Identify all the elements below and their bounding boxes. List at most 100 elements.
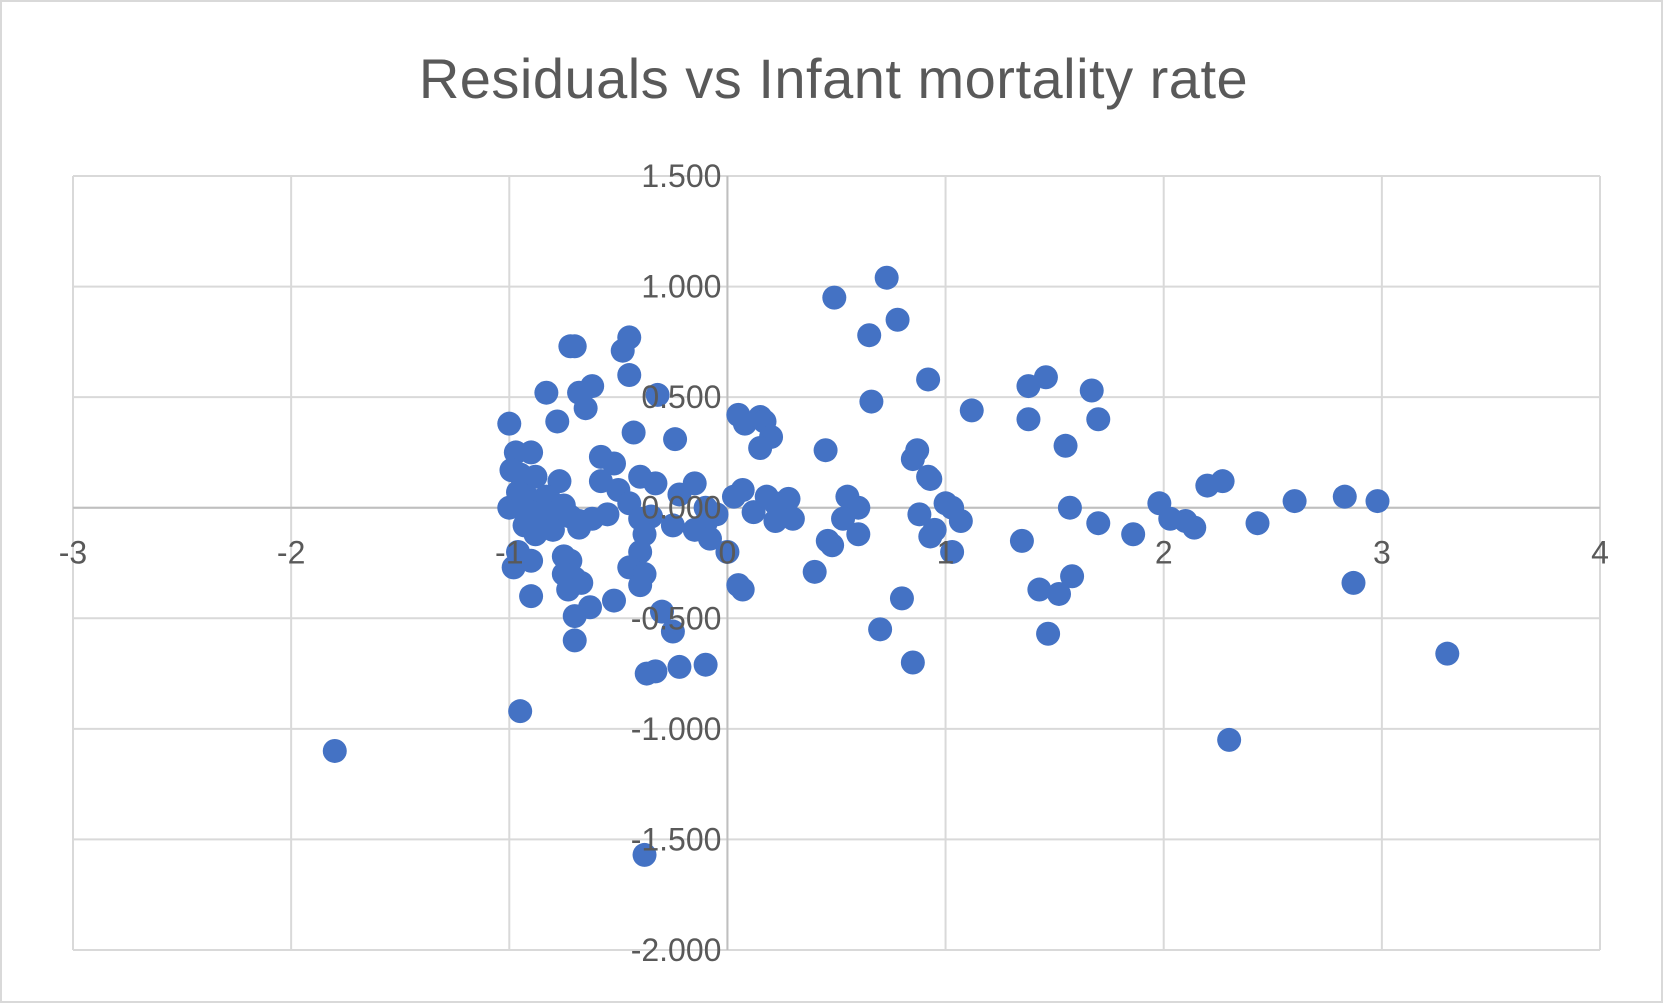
data-point (595, 502, 620, 527)
data-points (322, 265, 1460, 867)
chart-title: Residuals vs Infant mortality rate (418, 47, 1249, 110)
data-point (1047, 581, 1072, 606)
data-point (780, 506, 805, 531)
data-point (900, 650, 925, 675)
data-point (1016, 407, 1041, 432)
data-point (322, 738, 347, 763)
x-tick-label: 3 (1373, 535, 1391, 571)
y-tick-label: 0.500 (641, 379, 721, 415)
data-point (907, 502, 932, 527)
data-point (1086, 511, 1111, 536)
x-tick-label: -2 (277, 535, 305, 571)
data-point (1217, 727, 1242, 752)
data-point (540, 517, 565, 542)
data-point (697, 526, 722, 551)
y-tick-label: -2.000 (631, 932, 722, 968)
data-point (1121, 522, 1146, 547)
data-point (916, 367, 941, 392)
data-point (730, 478, 755, 503)
data-point (501, 555, 526, 580)
data-point (730, 577, 755, 602)
data-point (519, 440, 544, 465)
data-point (715, 539, 740, 564)
data-point (649, 599, 674, 624)
data-point (889, 586, 914, 611)
data-point (802, 559, 827, 584)
data-point (693, 652, 718, 677)
data-point (573, 396, 598, 421)
data-point (545, 409, 570, 434)
x-tick-label: 1 (937, 535, 955, 571)
data-point (1009, 528, 1034, 553)
data-point (645, 382, 670, 407)
y-tick-label: 1.000 (641, 269, 721, 305)
data-point (562, 628, 587, 653)
data-point (1079, 378, 1104, 403)
data-point (822, 285, 847, 310)
data-point (1057, 495, 1082, 520)
data-point (1036, 621, 1061, 646)
data-point (1365, 489, 1390, 514)
data-point (1060, 564, 1085, 589)
data-point (519, 584, 544, 609)
data-point (820, 533, 845, 558)
data-point (959, 398, 984, 423)
data-point (534, 380, 559, 405)
data-point (846, 522, 871, 547)
data-point (667, 482, 692, 507)
data-point (601, 588, 626, 613)
y-tick-label: -1.000 (631, 711, 722, 747)
data-point (1053, 433, 1078, 458)
x-tick-label: 2 (1155, 535, 1173, 571)
y-tick-label: 1.500 (641, 158, 721, 194)
data-point (1245, 511, 1270, 536)
data-point (562, 604, 587, 629)
data-point (831, 506, 856, 531)
data-point (1282, 489, 1307, 514)
data-point (567, 515, 592, 540)
data-point (621, 420, 646, 445)
data-point (617, 363, 642, 388)
data-point (663, 427, 688, 452)
data-point (948, 508, 973, 533)
data-point (660, 513, 685, 538)
data-point (497, 411, 522, 436)
data-point (1210, 469, 1235, 494)
x-tick-label: 4 (1591, 535, 1609, 571)
data-point (610, 338, 635, 363)
x-tick-label: 0 (719, 535, 737, 571)
y-tick-label: -1.500 (631, 821, 722, 857)
data-point (660, 619, 685, 644)
data-point (556, 577, 581, 602)
data-point (1027, 577, 1052, 602)
data-point (874, 265, 899, 290)
data-point (1341, 570, 1366, 595)
data-point (643, 659, 668, 684)
data-point (1033, 365, 1058, 390)
data-point (628, 573, 653, 598)
data-point (643, 471, 668, 496)
data-point (601, 451, 626, 476)
x-tick-label: -3 (59, 535, 87, 571)
data-point (940, 539, 965, 564)
data-point (667, 654, 692, 679)
data-point (905, 438, 930, 463)
data-point (1182, 515, 1207, 540)
data-point (508, 699, 533, 724)
data-point (813, 438, 838, 463)
data-point (918, 466, 943, 491)
y-tick-label: -0.500 (631, 600, 722, 636)
data-point (562, 334, 587, 359)
data-point (748, 436, 773, 461)
data-point (508, 462, 533, 487)
data-point (918, 524, 943, 549)
data-point (859, 389, 884, 414)
data-point (632, 842, 657, 867)
tick-labels: -3 -2 -1 0 1 2 3 4 1.500 1.000 0.500 0.000 -0.500 -1.… (59, 158, 1609, 968)
data-point (857, 323, 882, 348)
x-tick-label: -1 (495, 535, 523, 571)
y-tick-label: 0.000 (641, 490, 721, 526)
data-point (868, 617, 893, 642)
data-point (1332, 484, 1357, 509)
